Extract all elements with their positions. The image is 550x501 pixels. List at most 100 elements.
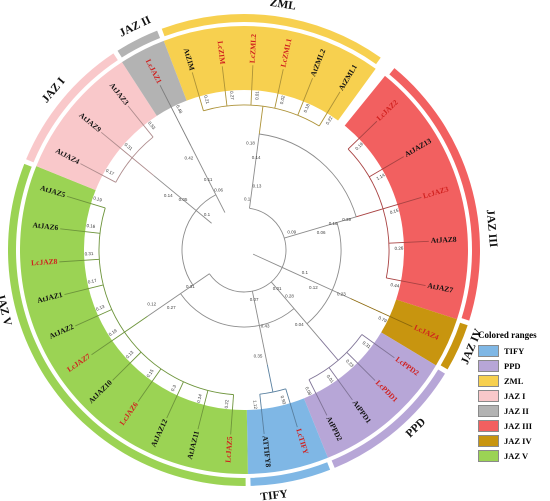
legend-swatch — [478, 374, 499, 387]
legend-title: Colored ranges — [478, 330, 537, 340]
legend-item: TIFY — [478, 343, 548, 358]
internal-node-label: 0.39 — [342, 217, 351, 222]
tip-label: LcJAZ8 — [31, 257, 58, 268]
tip-branch — [166, 381, 184, 419]
backbone-branch — [251, 291, 268, 365]
tip-branch — [382, 197, 422, 210]
clade-ring-segment — [7, 163, 246, 486]
branch-length-label: 1.12 — [252, 400, 258, 410]
legend-label: PPD — [504, 360, 521, 371]
branch-length-label: 0.15 — [389, 208, 399, 215]
clade-stem — [356, 208, 384, 218]
clade-name: JAZ III — [484, 209, 499, 248]
legend-label: JAZ V — [504, 450, 529, 461]
tip-branch — [137, 368, 162, 402]
tip-branch — [388, 240, 429, 244]
legend-label: JAZ IV — [504, 435, 532, 446]
legend-swatch — [478, 344, 499, 357]
branch-length-label: 0.13 — [125, 349, 135, 359]
tip-branch — [59, 258, 100, 263]
tip-branch — [80, 163, 116, 183]
backbone-arc — [180, 293, 295, 328]
internal-node-label: 0.11 — [204, 177, 213, 182]
internal-node-label: 0.13 — [253, 183, 262, 188]
backbone-branch — [153, 175, 212, 224]
tip-label: LcJAZ5 — [223, 436, 234, 463]
tip-branch — [318, 91, 341, 127]
branch-length-label: 0.79 — [378, 315, 388, 323]
branch-length-label: 0.01 — [326, 374, 335, 384]
legend-item: PPD — [478, 358, 548, 373]
clade-ring-segment — [250, 462, 331, 486]
branch-length-label: 0.17 — [87, 278, 97, 285]
clade-stem — [350, 298, 377, 311]
branch-length-label: 1.14 — [376, 172, 387, 181]
internal-node-label: 0.12 — [309, 285, 318, 290]
clade-name: JAZ V — [0, 293, 14, 328]
backbone-branch — [270, 281, 321, 340]
internal-node-label: 0.1 — [244, 196, 251, 201]
branch-length-label: 0.3 — [170, 384, 177, 392]
branch-length-label: 0.31 — [84, 251, 94, 257]
tip-label: ATTIFY8 — [261, 435, 273, 468]
backbone-branch — [282, 267, 351, 299]
legend-label: ZML — [504, 375, 524, 386]
tip-branch — [91, 331, 125, 356]
legend-label: JAZ I — [504, 390, 526, 401]
clade-band — [303, 332, 437, 458]
branch-length-label: 0.13 — [95, 304, 105, 312]
tip-label: AtJAZ8 — [431, 235, 457, 245]
tip-branch — [259, 394, 265, 434]
clade-ring-segment — [161, 14, 381, 65]
branch-length-label: 0.22 — [325, 115, 334, 126]
legend-swatch — [478, 359, 499, 372]
branch-length-labels: 0.21 0.27 0.01 0.02 0.18 0.22 0.19 1.14 0.15 0.26… — [84, 91, 403, 410]
internal-node-label: 0.42 — [185, 155, 194, 160]
clade-band — [163, 25, 376, 121]
legend-swatch — [478, 389, 499, 402]
tip-branch — [308, 379, 328, 416]
branch-length-label: 0.01 — [254, 91, 259, 100]
legend-swatch — [478, 404, 499, 417]
tip-branch — [230, 394, 234, 435]
clade-name: TIFY — [260, 488, 289, 501]
legend-label: JAZ III — [504, 420, 533, 431]
clade-band — [246, 398, 328, 474]
internal-node-label: 0.31 — [186, 284, 195, 289]
internal-node-label: 0.28 — [285, 294, 294, 299]
tip-branch — [197, 390, 209, 430]
clade-stem — [124, 315, 148, 333]
branch-length-label: 0.15 — [146, 368, 155, 378]
tip-branch — [64, 284, 104, 296]
clade-name: ZML — [269, 0, 297, 13]
branch-length-label: 0.18 — [303, 103, 311, 113]
branch-length-label: 0.26 — [394, 246, 403, 251]
clade-band — [344, 75, 469, 320]
legend-item: JAZ III — [478, 418, 548, 433]
clade-band — [122, 40, 187, 116]
branch-length-label: 0.27 — [229, 91, 235, 101]
internal-node-label: 0.27 — [167, 305, 176, 310]
backbone-arc — [209, 207, 287, 293]
branch-length-label: 0.19 — [108, 328, 118, 337]
internal-node-label: 0.16 — [329, 221, 338, 226]
tip-branch — [191, 72, 204, 111]
internal-node-label: 0.04 — [295, 322, 304, 327]
branch-length-label: 0.19 — [354, 141, 364, 151]
tip-branch — [250, 65, 254, 106]
branch-length-label: 0.23 — [345, 358, 355, 368]
tip-branch — [66, 195, 106, 209]
legend-swatch — [478, 419, 499, 432]
legend-item: JAZ I — [478, 388, 548, 403]
branch-length-label: 0.14 — [196, 393, 203, 403]
clade-band — [381, 299, 458, 366]
tip-branch — [60, 228, 101, 234]
clade-ring-segment — [331, 369, 446, 468]
branch-length-label: 0.02 — [279, 95, 286, 105]
tip-label: LcZIM — [216, 40, 228, 64]
legend-item: ZML — [478, 373, 548, 388]
tip-branch — [100, 131, 133, 159]
clade-stem — [258, 106, 264, 135]
tip-branch — [347, 120, 378, 150]
